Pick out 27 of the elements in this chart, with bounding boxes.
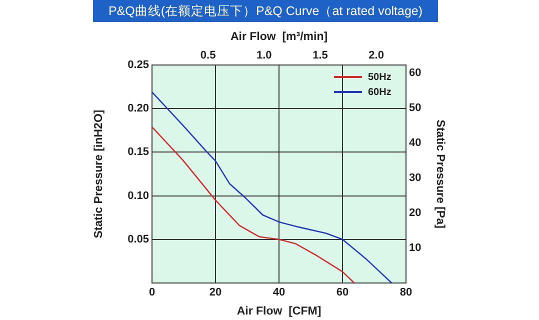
legend-label: 60Hz [368, 86, 392, 98]
x2-tick-label: 1.5 [312, 49, 328, 62]
y2-tick-label: 50 [409, 102, 422, 114]
y2-axis-title: Static Pressure [Pa] [434, 120, 446, 228]
x-tick-label: 0 [148, 286, 156, 299]
y-tick-label: 0.15 [128, 146, 149, 158]
y2-tick-label: 60 [409, 67, 422, 80]
y2-tick-label: 40 [409, 137, 422, 150]
y-tick-label: 0.10 [128, 190, 149, 202]
chart-title: P&Q曲线(在额定电压下）P&Q Curve（at rated voltage) [93, 0, 438, 22]
legend-label: 50Hz [368, 72, 392, 83]
y-tick-label: 0.25 [128, 59, 149, 72]
x-axis-title: Air Flow [CFM] [236, 305, 322, 318]
x-tick-label: 20 [209, 286, 222, 299]
x2-tick-label: 2.0 [368, 49, 384, 62]
x-tick-label: 60 [336, 286, 349, 299]
y-tick-label: 0.05 [128, 233, 149, 246]
x-tick-label: 80 [400, 286, 412, 299]
y-tick-label: 0.20 [128, 102, 149, 115]
y2-tick-label: 10 [409, 242, 422, 254]
x2-axis-title: Air Flow [m³/min] [230, 31, 328, 44]
y-axis-title: Static Pressure [inH2O] [93, 110, 106, 238]
x2-tick-label: 0.5 [200, 49, 216, 62]
y2-tick-label: 30 [409, 172, 422, 184]
x2-tick-label: 1.0 [256, 49, 272, 62]
x-tick-label: 40 [272, 286, 286, 299]
y2-tick-label: 20 [409, 207, 422, 220]
